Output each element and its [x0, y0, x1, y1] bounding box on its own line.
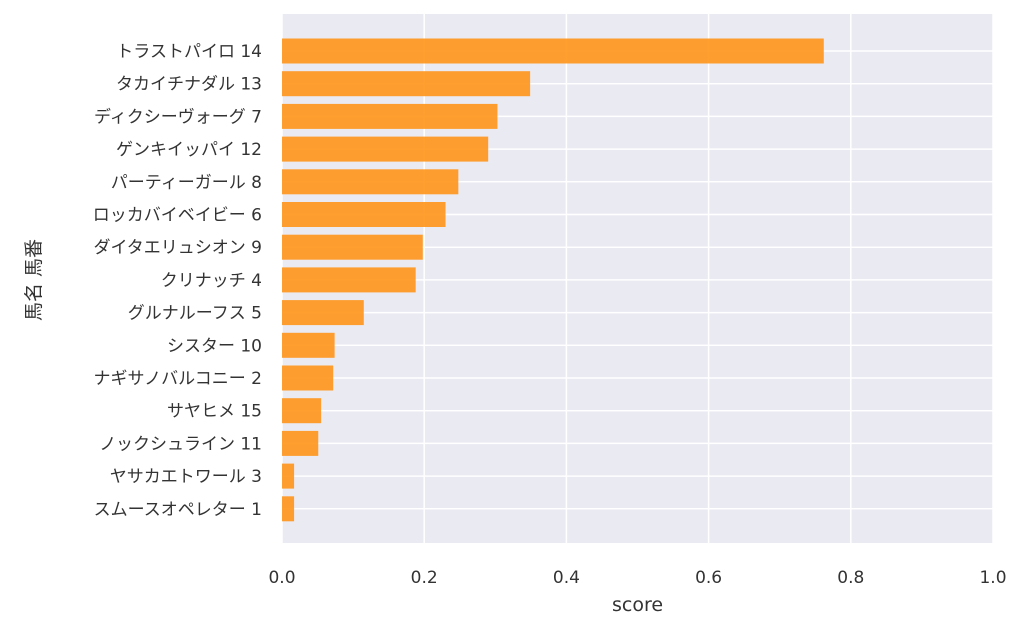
- bar: [282, 38, 824, 64]
- bar: [282, 267, 416, 293]
- y-axis-label: 馬名 馬番: [23, 239, 45, 321]
- bars: [282, 38, 824, 522]
- x-tick-label: 0.6: [695, 568, 722, 588]
- y-tick-label: ゲンキイッパイ 12: [116, 140, 262, 160]
- y-tick-label: タカイチナダル 13: [116, 75, 262, 95]
- y-tick-label: サヤヒメ 15: [167, 402, 262, 422]
- y-tick-label: パーティーガール 8: [111, 173, 262, 193]
- bar: [282, 202, 446, 227]
- bar: [282, 463, 295, 489]
- x-tick-labels: 0.0 0.2 0.4 0.6 0.8 1.0: [268, 568, 1006, 588]
- bar: [282, 496, 295, 522]
- y-tick-label: ノックシュライン 11: [99, 434, 262, 454]
- x-tick-label: 1.0: [979, 568, 1006, 588]
- bar: [282, 365, 334, 391]
- y-tick-label: グルナルーフス 5: [128, 304, 262, 324]
- y-tick-label: クリナッチ 4: [161, 271, 262, 291]
- y-tick-label: ナギサノバルコニー 2: [93, 369, 262, 389]
- y-tick-label: スムースオペレター 1: [94, 500, 262, 520]
- bar: [282, 71, 531, 97]
- x-tick-label: 0.4: [553, 568, 580, 588]
- bar: [282, 234, 423, 260]
- bar: [282, 103, 498, 129]
- bar: [282, 398, 322, 424]
- bar: [282, 430, 319, 456]
- x-tick-label: 0.0: [268, 568, 295, 588]
- bar: [282, 136, 489, 162]
- y-tick-label: シスター 10: [167, 336, 262, 356]
- y-tick-label: ロッカバイベイビー 6: [93, 206, 262, 226]
- x-tick-label: 0.2: [411, 568, 438, 588]
- y-tick-label: ヤサカエトワール 3: [110, 467, 262, 487]
- bar: [282, 169, 459, 195]
- y-tick-label: ダイタエリュシオン 9: [93, 238, 262, 258]
- y-tick-labels: トラストパイロ 14 タカイチナダル 13 ディクシーヴォーグ 7 ゲンキイッパイ 1…: [93, 42, 262, 520]
- y-tick-label: トラストパイロ 14: [116, 42, 262, 62]
- x-axis-label: score: [612, 594, 663, 616]
- y-tick-label: ディクシーヴォーグ 7: [94, 106, 262, 127]
- bar: [282, 300, 364, 326]
- x-tick-label: 0.8: [837, 568, 864, 588]
- bar: [282, 332, 335, 358]
